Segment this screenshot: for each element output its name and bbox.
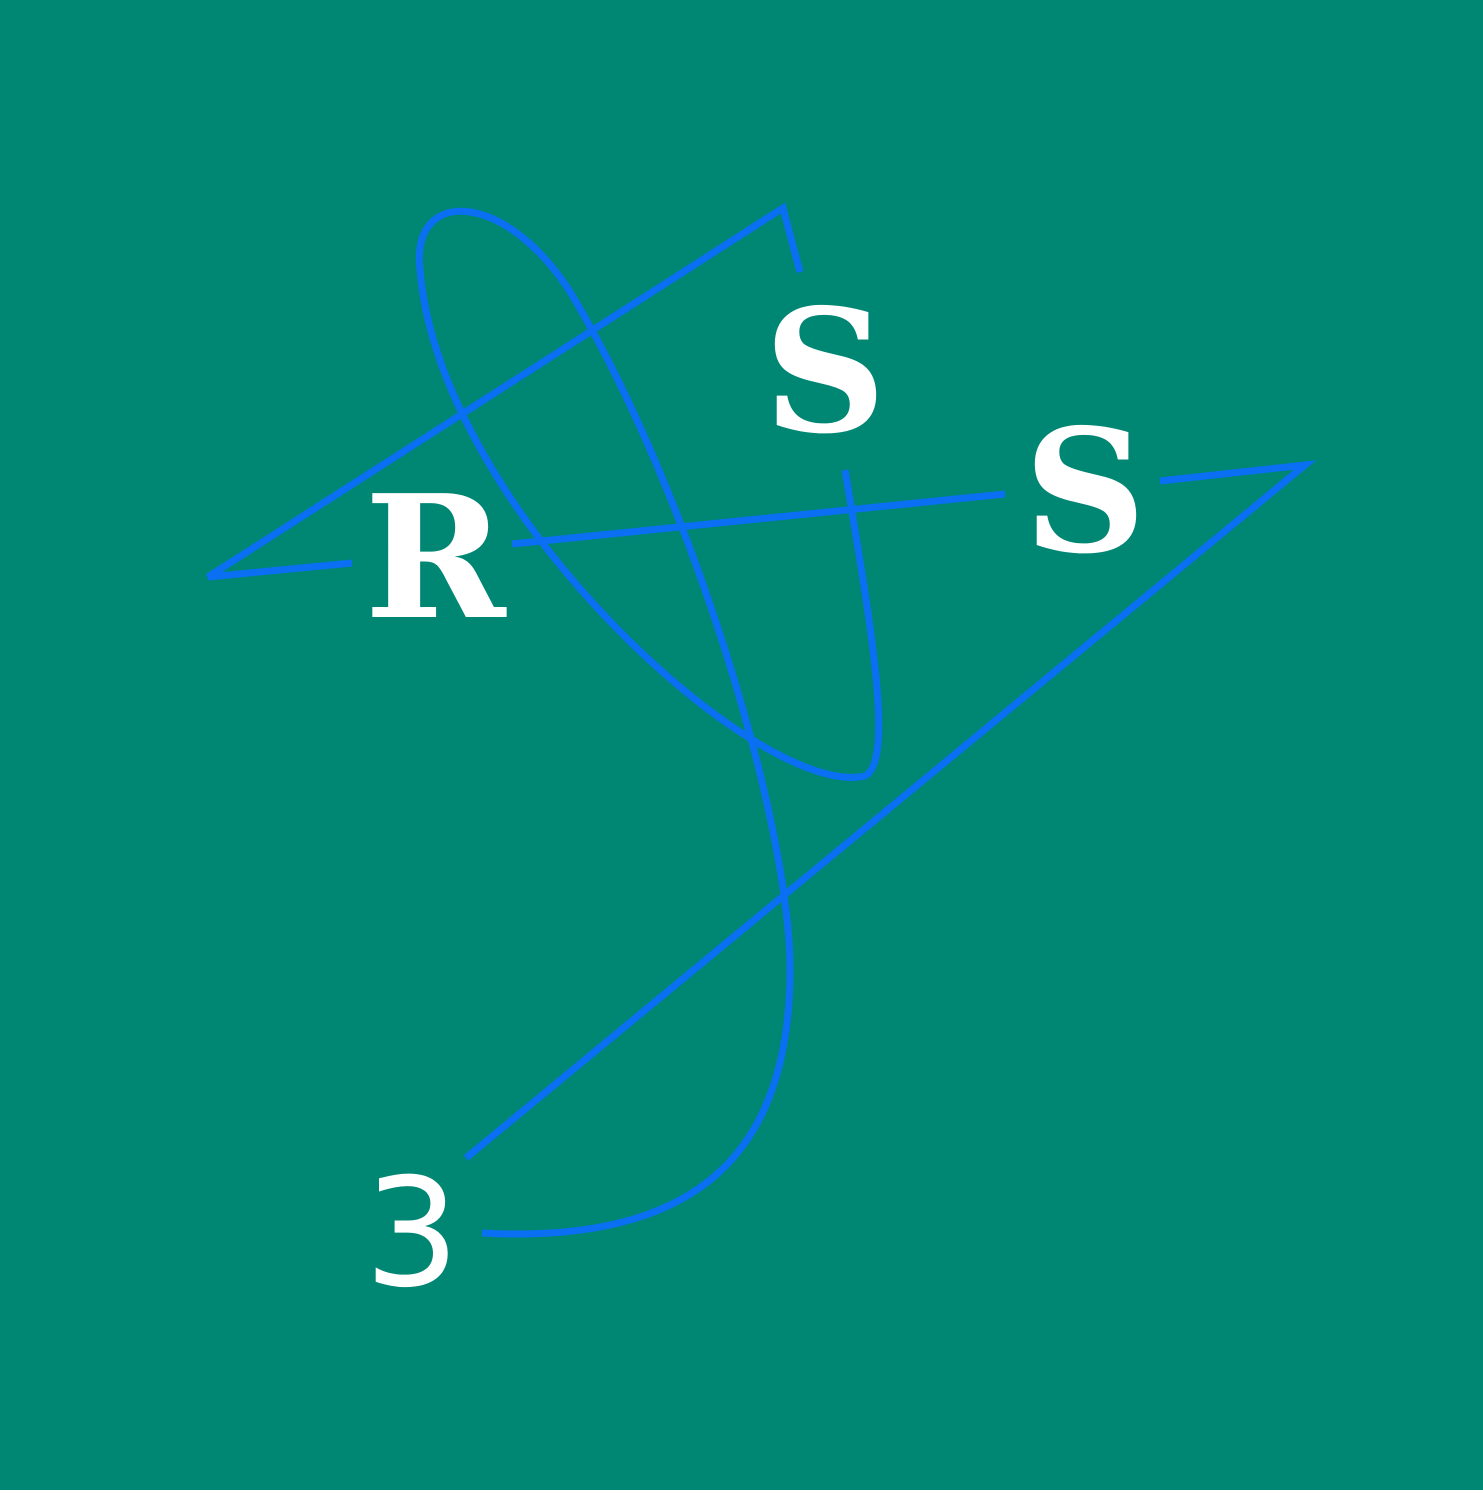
logo-letter-s-upper: S <box>764 272 887 472</box>
loop-stroke <box>415 207 883 1238</box>
zigzag-stroke <box>206 202 804 581</box>
logo-digit-3: 3 <box>364 1147 459 1321</box>
logo-letter-s-right: S <box>1024 392 1147 592</box>
diagonal-stroke <box>463 460 1317 1161</box>
crossbar-stroke <box>511 490 1006 548</box>
logo-letter-r: R <box>364 458 507 658</box>
